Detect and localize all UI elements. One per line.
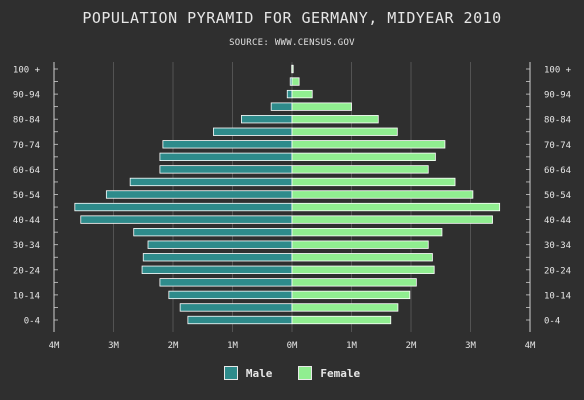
bar-female-35-39 bbox=[291, 227, 443, 237]
y-tick-label-right: 30-34 bbox=[544, 241, 571, 251]
y-tick-label-left: 50-54 bbox=[13, 191, 40, 201]
bar-male-40-44 bbox=[80, 215, 293, 224]
legend: Male Female bbox=[0, 366, 584, 380]
legend-item-male: Male bbox=[223, 366, 273, 380]
bar-male-15-19 bbox=[159, 278, 293, 287]
y-tick-label-right: 0-4 bbox=[544, 317, 560, 327]
bar-male-25-29 bbox=[142, 253, 293, 262]
y-tick-label-right: 20-24 bbox=[544, 266, 571, 276]
y-tick-label-right: 70-74 bbox=[544, 141, 571, 151]
bar-female-65-69 bbox=[291, 152, 436, 162]
bar-female-90-94 bbox=[291, 89, 313, 99]
legend-item-female: Female bbox=[298, 366, 360, 380]
bar-female-40-44 bbox=[291, 215, 493, 224]
y-tick-label-right: 80-84 bbox=[544, 116, 571, 126]
bar-female-60-64 bbox=[291, 165, 429, 174]
bar-male-90-94 bbox=[286, 89, 293, 99]
y-tick-label-left: 70-74 bbox=[13, 141, 40, 151]
y-tick-label-right: 50-54 bbox=[544, 191, 571, 201]
bar-female-70-74 bbox=[291, 140, 446, 149]
chart-subtitle: SOURCE: WWW.CENSUS.GOV bbox=[229, 38, 355, 48]
x-tick-label: 4M bbox=[525, 341, 536, 351]
bar-male-0-4 bbox=[187, 315, 293, 325]
bar-female-10-14 bbox=[291, 290, 411, 300]
bar-male-80-84 bbox=[241, 115, 293, 124]
bar-male-30-34 bbox=[147, 240, 293, 249]
x-tick-label: 3M bbox=[108, 341, 119, 351]
y-tick-label-left: 20-24 bbox=[13, 266, 40, 276]
bar-male-55-59 bbox=[129, 177, 293, 187]
x-tick-label: 4M bbox=[49, 341, 60, 351]
bar-male-35-39 bbox=[133, 227, 293, 237]
bar-male-85-89 bbox=[270, 102, 293, 111]
bar-male-45-49 bbox=[74, 202, 293, 212]
chart-title: POPULATION PYRAMID FOR GERMANY, MIDYEAR … bbox=[82, 9, 502, 27]
bar-female-95-99 bbox=[291, 77, 300, 86]
legend-label-male: Male bbox=[245, 366, 273, 380]
y-tick-label-left: 10-14 bbox=[13, 291, 40, 301]
bar-female-25-29 bbox=[291, 253, 433, 262]
y-tick-label-left: 80-84 bbox=[13, 116, 40, 126]
bar-female-45-49 bbox=[291, 202, 501, 212]
bar-male-5-9 bbox=[179, 303, 293, 312]
bar-male-50-54 bbox=[105, 190, 293, 199]
y-tick-label-left: 40-44 bbox=[13, 216, 40, 226]
bar-male-60-64 bbox=[159, 165, 293, 174]
y-tick-label-left: 60-64 bbox=[13, 166, 40, 176]
bar-female-5-9 bbox=[291, 303, 399, 312]
bar-female-80-84 bbox=[291, 115, 379, 124]
x-tick-label: 1M bbox=[346, 341, 357, 351]
y-tick-label-right: 90-94 bbox=[544, 91, 571, 101]
bar-female-30-34 bbox=[291, 240, 429, 249]
x-tick-label: 0M bbox=[287, 341, 298, 351]
y-tick-label-right: 60-64 bbox=[544, 166, 571, 176]
y-tick-label-right: 40-44 bbox=[544, 216, 571, 226]
bar-female-85-89 bbox=[291, 102, 352, 111]
y-tick-label-left: 0-4 bbox=[24, 317, 40, 327]
bar-male-70-74 bbox=[162, 140, 293, 149]
bar-male-75-79 bbox=[213, 127, 293, 136]
y-tick-label-left: 90-94 bbox=[13, 91, 40, 101]
legend-label-female: Female bbox=[320, 366, 361, 380]
bar-male-65-69 bbox=[159, 152, 293, 162]
bar-female-55-59 bbox=[291, 177, 456, 187]
y-tick-label-left: 100 + bbox=[13, 66, 41, 76]
bar-female-75-79 bbox=[291, 127, 398, 136]
y-tick-label-right: 10-14 bbox=[544, 291, 571, 301]
bar-male-20-24 bbox=[141, 265, 293, 274]
x-tick-label: 2M bbox=[406, 341, 417, 351]
bar-female-20-24 bbox=[291, 265, 435, 274]
bar-male-10-14 bbox=[168, 290, 293, 300]
x-tick-label: 3M bbox=[465, 341, 476, 351]
bar-female-100 + bbox=[291, 64, 294, 74]
y-tick-label-right: 100 + bbox=[544, 66, 572, 76]
x-tick-label: 1M bbox=[227, 341, 238, 351]
legend-swatch-male bbox=[223, 366, 238, 380]
bar-female-0-4 bbox=[291, 315, 392, 325]
legend-swatch-female bbox=[298, 366, 313, 380]
bar-female-50-54 bbox=[291, 190, 474, 199]
bar-female-15-19 bbox=[291, 278, 417, 287]
x-tick-label: 2M bbox=[168, 341, 179, 351]
y-tick-label-left: 30-34 bbox=[13, 241, 40, 251]
